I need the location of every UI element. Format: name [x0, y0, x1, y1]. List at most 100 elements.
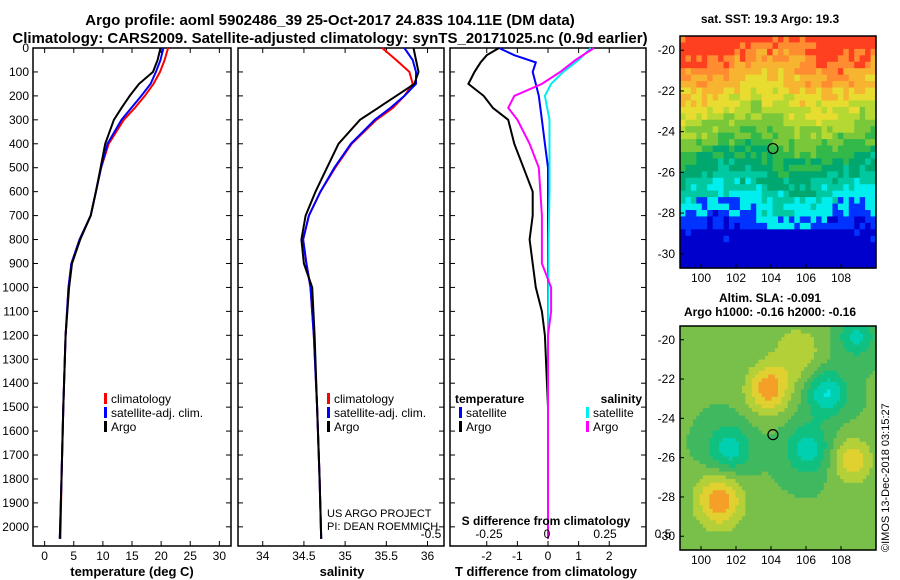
heatmap-cell [872, 449, 877, 454]
heatmap-cell [709, 438, 714, 443]
heatmap-cell [693, 520, 697, 525]
heatmap-cell [722, 523, 727, 529]
heatmap-cell [758, 367, 763, 372]
heatmap-cell [699, 400, 704, 405]
heatmap-cell [689, 363, 694, 368]
heatmap-cell [696, 456, 701, 461]
heatmap-cell [764, 337, 769, 342]
heatmap-cell [683, 508, 688, 514]
heatmap-cell [774, 467, 779, 473]
heatmap-cell [783, 171, 790, 179]
heatmap-cell [739, 119, 746, 127]
heatmap-cell [761, 378, 766, 383]
heatmap-cell [840, 482, 844, 488]
heatmap-cell [680, 501, 684, 506]
heatmap-cell [807, 452, 812, 458]
heatmap-cell [764, 535, 769, 540]
heatmap-cell [849, 482, 854, 488]
heatmap-cell [856, 501, 861, 506]
heatmap-cell [856, 456, 861, 461]
heatmap-cell [706, 396, 710, 402]
heatmap-cell [872, 527, 877, 532]
heatmap-cell [756, 87, 763, 95]
heatmap-cell [706, 367, 710, 372]
heatmap-cell [709, 531, 714, 536]
heatmap-cell [702, 419, 707, 424]
heatmap-cell [745, 408, 750, 413]
heatmap-cell [725, 340, 730, 346]
heatmap-cell [709, 326, 714, 331]
heatmap-cell [702, 486, 707, 491]
heatmap-cell [821, 126, 828, 134]
heatmap-cell [872, 471, 877, 476]
heatmap-cell [774, 415, 779, 420]
sla-map-title-line2: Argo h1000: -0.16 h2000: -0.16 [684, 305, 856, 319]
legend-swatch [104, 407, 107, 418]
heatmap-cell [738, 389, 743, 394]
heatmap-cell [827, 94, 834, 102]
heatmap-cell [699, 352, 704, 357]
heatmap-cell [768, 535, 773, 540]
heatmap-cell [719, 456, 724, 461]
heatmap-cell [859, 367, 864, 372]
heatmap-cell [712, 352, 717, 357]
heatmap-cell [755, 497, 759, 503]
heatmap-cell [869, 333, 874, 338]
heatmap-cell [696, 158, 703, 166]
heatmap-cell [768, 482, 773, 488]
heatmap-cell [755, 464, 759, 469]
heatmap-cell [680, 430, 684, 435]
heatmap-cell [725, 471, 730, 476]
heatmap-cell [690, 164, 697, 172]
heatmap-cell [820, 464, 825, 469]
heatmap-cell [718, 106, 725, 114]
heatmap-cell [830, 378, 835, 383]
heatmap-cell [680, 355, 684, 361]
heatmap-cell [719, 352, 724, 357]
heatmap-cell [696, 81, 703, 89]
heatmap-cell [813, 475, 818, 480]
heatmap-cell [840, 400, 844, 405]
s-tick-label: 0.5 [655, 527, 672, 541]
heatmap-cell [836, 512, 841, 517]
heatmap-cell [849, 326, 854, 331]
heatmap-cell [830, 520, 835, 525]
heatmap-cell [696, 359, 701, 364]
heatmap-cell [761, 352, 766, 357]
heatmap-cell [783, 255, 790, 263]
heatmap-cell [810, 197, 817, 205]
heatmap-cell [734, 87, 741, 95]
heatmap-cell [689, 333, 694, 338]
heatmap-cell [859, 445, 864, 450]
x-tick-label: 36 [421, 549, 435, 563]
heatmap-cell [797, 460, 802, 465]
heatmap-cell [784, 527, 789, 532]
heatmap-cell [859, 326, 864, 331]
heatmap-cell [807, 352, 812, 357]
heatmap-cell [836, 378, 841, 383]
heatmap-cell [804, 393, 808, 398]
heatmap-cell [693, 494, 697, 499]
heatmap-cell [690, 229, 697, 237]
heatmap-cell [712, 531, 717, 536]
heatmap-cell [848, 139, 855, 147]
heatmap-cell [761, 248, 768, 256]
heatmap-cell [853, 382, 857, 387]
temperature-xlabel: temperature (deg C) [70, 564, 194, 579]
heatmap-cell [699, 378, 704, 383]
heatmap-cell [784, 419, 789, 424]
heatmap-cell [735, 460, 740, 465]
heatmap-cell [813, 363, 818, 368]
heatmap-cell [745, 475, 750, 480]
heatmap-cell [761, 475, 766, 480]
heatmap-cell [712, 430, 717, 435]
heatmap-cell [843, 113, 850, 121]
heatmap-cell [699, 456, 704, 461]
heatmap-cell [686, 516, 691, 521]
heatmap-cell [870, 119, 877, 127]
legend-label: Argo [466, 420, 492, 434]
heatmap-cell [768, 340, 773, 346]
heatmap-cell [742, 367, 746, 372]
heatmap-cell [862, 348, 867, 353]
heatmap-cell [804, 430, 808, 435]
